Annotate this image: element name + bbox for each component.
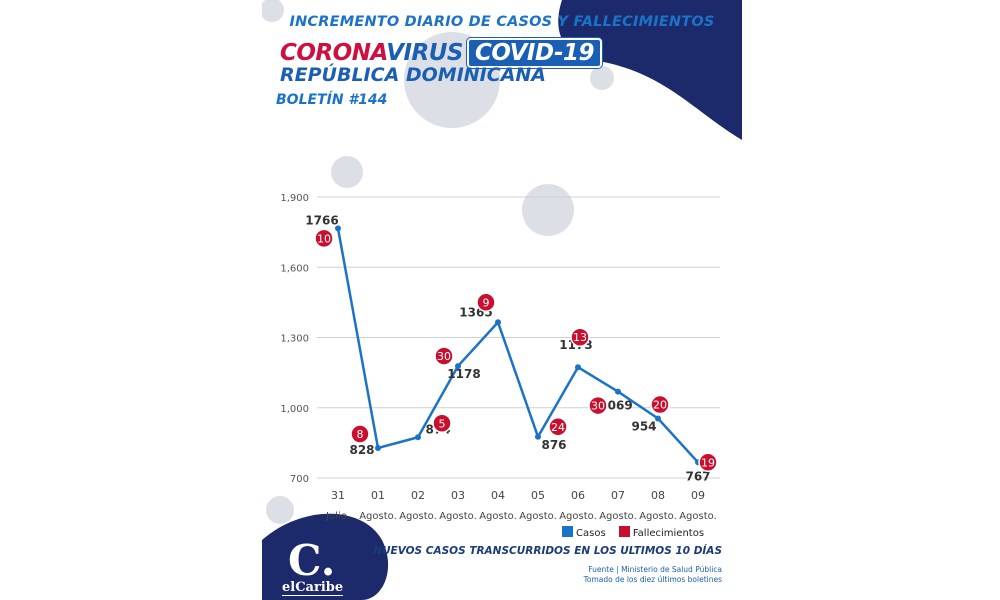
- logo-letter: C.: [288, 536, 336, 585]
- fallecimientos-value-label: 10: [317, 232, 331, 245]
- fallecimientos-value-label: 19: [701, 456, 715, 469]
- elcaribe-logo: C. elCaribe: [276, 536, 346, 598]
- x-tick-month: Agosto.: [479, 511, 517, 522]
- chart-legend: Casos Fallecimientos: [562, 526, 714, 539]
- x-tick-day: 06: [571, 489, 585, 502]
- navy-top-right-wave: [558, 0, 742, 140]
- fallecimientos-marker: [434, 346, 454, 366]
- casos-line: [336, 228, 699, 464]
- x-tick-day: 31: [331, 489, 345, 502]
- casos-value-label: 828: [349, 443, 374, 457]
- legend-fallecimientos: Fallecimientos: [632, 528, 705, 539]
- x-tick-month: Agosto.: [559, 511, 597, 522]
- x-tick-day: 08: [651, 489, 665, 502]
- fallecimientos-marker: [698, 452, 718, 473]
- casos-value-label: 1766: [305, 213, 338, 227]
- fallecimientos-marker: [650, 394, 670, 415]
- fallecimientos-value-label: 5: [439, 417, 446, 430]
- casos-point: [375, 445, 381, 452]
- infographic-poster: INCREMENTO DIARIO DE CASOS Y FALLECIMIEN…: [262, 0, 742, 600]
- source-line-1: Fuente | Ministerio de Salud Pública: [588, 565, 722, 574]
- casos-swatch: [562, 526, 573, 537]
- fallecimientos-marker: [350, 424, 370, 444]
- country-heading: REPÚBLICA DOMINICANA: [280, 64, 547, 86]
- legend-casos: Casos: [576, 528, 606, 539]
- y-tick-label: 1,600: [280, 263, 309, 274]
- casos-value-label: 1178: [447, 367, 480, 381]
- x-tick-month: Agosto.: [439, 511, 477, 522]
- fallecimientos-value-label: 30: [591, 400, 605, 413]
- casos-value-label: 876: [541, 438, 566, 452]
- x-tick-month: Agosto.: [599, 511, 637, 522]
- chart-subtitle: NUEVOS CASOS TRANSCURRIDOS EN LOS ULTIMO…: [373, 545, 722, 557]
- x-tick-month: Agosto.: [639, 511, 677, 522]
- x-tick-month: Agosto.: [679, 511, 717, 522]
- x-tick-month: Julio.: [325, 511, 350, 522]
- virus-word: VIRUS: [386, 40, 463, 66]
- casos-value-label: 954: [631, 420, 656, 434]
- source-line-2: Tomado de los diez últimos boletines: [583, 575, 722, 584]
- fallecimientos-swatch: [618, 526, 630, 537]
- x-tick-day: 02: [411, 489, 425, 502]
- fallecimientos-marker: [548, 417, 568, 437]
- x-tick-day: 05: [531, 489, 545, 502]
- fallecimientos-value-label: 8: [357, 428, 364, 441]
- corona-word: CORONA: [280, 40, 387, 66]
- background-decoration: [262, 0, 742, 600]
- casos-point: [495, 319, 501, 326]
- fallecimientos-value-label: 30: [437, 350, 451, 363]
- navy-bottom-left-wave: [262, 513, 389, 600]
- fallecimientos-marker: [570, 327, 590, 347]
- fallecimientos-value-label: 13: [573, 331, 587, 344]
- x-tick-day: 07: [611, 489, 625, 502]
- source-note: Fuente | Ministerio de Salud Pública Tom…: [584, 565, 722, 585]
- x-tick-month: Agosto.: [359, 511, 397, 522]
- casos-point: [655, 415, 661, 422]
- fallecimientos-marker: [314, 228, 334, 249]
- fallecimientos-marker: [432, 413, 452, 434]
- fallecimientos-value-label: 24: [551, 421, 565, 434]
- x-tick-day: 04: [491, 489, 505, 502]
- y-tick-label: 1,300: [280, 334, 309, 345]
- casos-point: [415, 434, 421, 441]
- fallecimientos-value-label: 20: [653, 399, 667, 412]
- fallecimientos-value-label: 9: [483, 296, 490, 309]
- x-tick-month: Agosto.: [399, 511, 437, 522]
- corona-heading: CORONAVIRUS COVID-19: [280, 38, 742, 68]
- fallecimientos-marker: [588, 395, 608, 416]
- x-tick-day: 01: [371, 489, 385, 502]
- logo-name: elCaribe: [282, 580, 344, 596]
- casos-point: [335, 225, 341, 232]
- casos-point: [615, 388, 621, 395]
- casos-value-label: 767: [685, 469, 710, 483]
- casos-point: [455, 363, 461, 370]
- casos-value-label: 1069: [599, 399, 632, 413]
- line-chart: 1,900 1,600 1,300 1,000 700 31 Julio. 01 Agosto.…: [280, 193, 720, 522]
- x-tick-day: 09: [691, 489, 705, 502]
- y-tick-label: 1,000: [280, 404, 309, 415]
- y-tick-label: 700: [290, 474, 309, 485]
- x-tick-day: 03: [451, 489, 465, 502]
- bulletin-number: BOLETÍN #144: [276, 92, 388, 108]
- casos-point: [535, 433, 541, 440]
- x-tick-month: Agosto.: [519, 511, 557, 522]
- casos-point: [575, 364, 581, 371]
- covid-badge: COVID-19: [467, 38, 603, 68]
- page-title: INCREMENTO DIARIO DE CASOS Y FALLECIMIEN…: [289, 14, 715, 30]
- y-tick-label: 1,900: [280, 193, 309, 204]
- fallecimientos-marker: [476, 292, 496, 313]
